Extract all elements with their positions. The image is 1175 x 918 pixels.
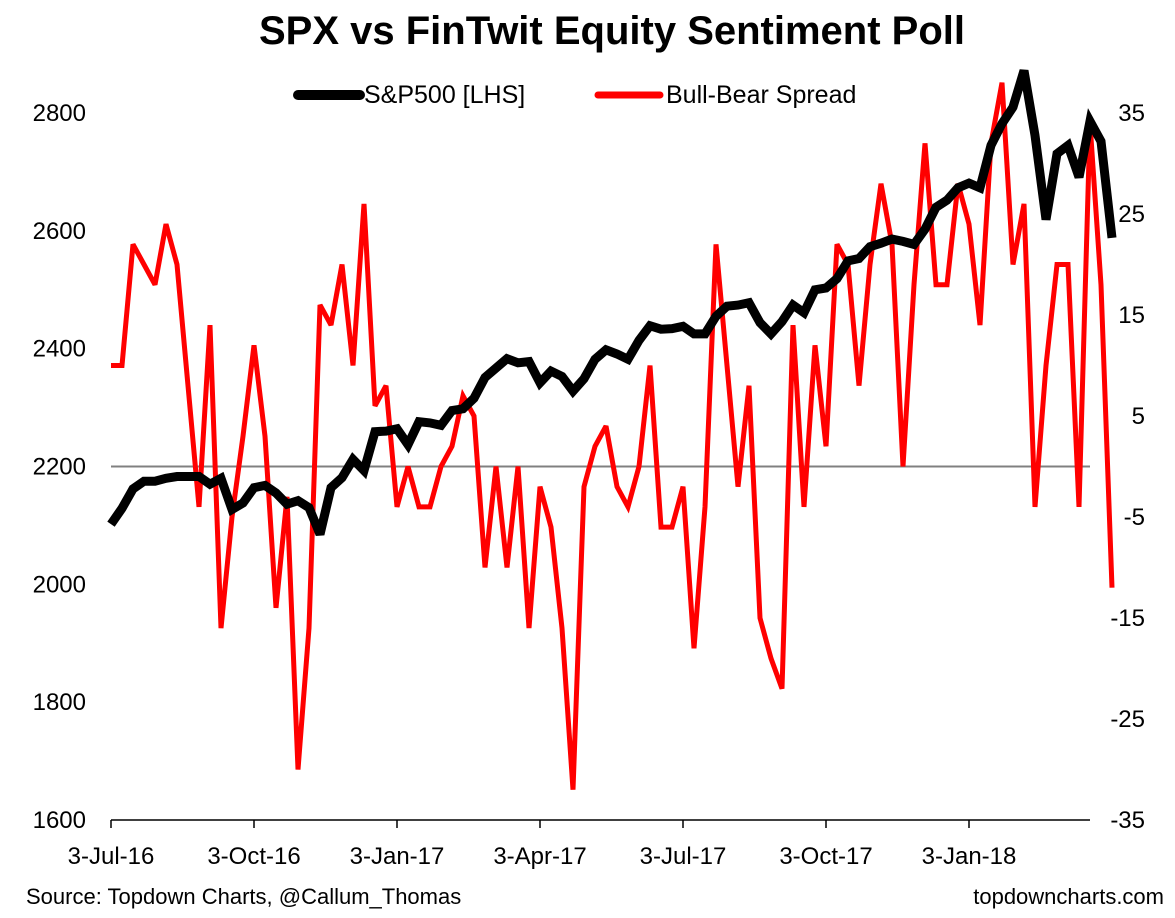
right-tick-label: -25 [1110,706,1145,733]
bull-bear-spread-line [111,82,1115,790]
spx-line [107,69,1117,537]
right-tick-label: -5 [1124,504,1145,531]
legend-spread-label: Bull-Bear Spread [666,81,856,109]
x-tick-label: 3-Jan-17 [350,843,445,870]
legend: S&P500 [LHS] Bull-Bear Spread [293,81,856,109]
left-axis: 1600 1800 2000 2200 2400 2600 2800 [33,100,86,834]
left-tick-label: 2000 [33,571,86,598]
chart-title: SPX vs FinTwit Equity Sentiment Poll [259,9,965,53]
left-tick-label: 1800 [33,689,86,716]
x-tick-label: 3-Oct-17 [779,843,872,870]
source-note: Source: Topdown Charts, @Callum_Thomas [26,884,461,909]
left-tick-label: 2600 [33,218,86,245]
left-tick-label: 2800 [33,100,86,127]
plot-lines [107,69,1117,790]
legend-spx-label: S&P500 [LHS] [364,81,525,109]
right-tick-label: 25 [1118,201,1145,228]
x-axis: 3-Jul-16 3-Oct-16 3-Jan-17 3-Apr-17 3-Jul-17… [68,819,1090,870]
right-tick-label: 35 [1118,100,1145,127]
left-tick-label: 2400 [33,336,86,363]
right-tick-label: 5 [1132,403,1145,430]
x-tick-label: 3-Oct-16 [207,843,300,870]
x-tick-label: 3-Jan-18 [922,843,1017,870]
right-tick-label: -35 [1110,807,1145,834]
website-note: topdowncharts.com [973,884,1164,909]
left-tick-label: 1600 [33,807,86,834]
x-tick-label: 3-Apr-17 [493,843,586,870]
right-axis: -35 -25 -15 -5 5 15 25 35 [1110,100,1145,834]
x-tick-label: 3-Jul-16 [68,843,155,870]
left-tick-label: 2200 [33,454,86,481]
x-tick-label: 3-Jul-17 [640,843,727,870]
right-tick-label: 15 [1118,302,1145,329]
right-tick-label: -15 [1110,605,1145,632]
